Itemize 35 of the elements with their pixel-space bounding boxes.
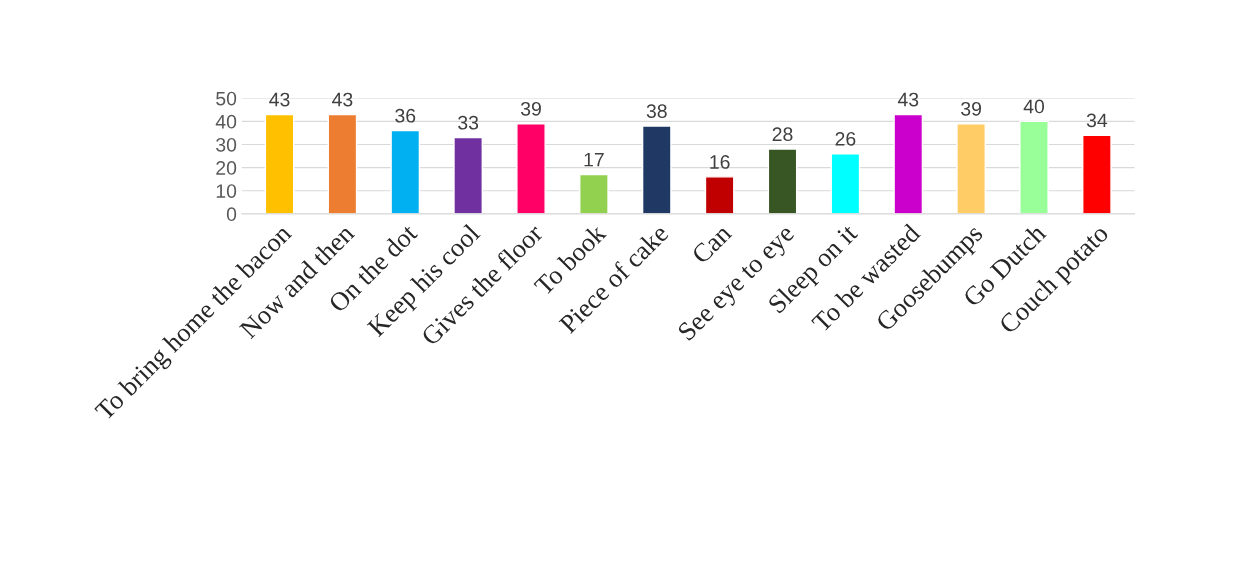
bar (704, 176, 735, 214)
bar (830, 153, 861, 214)
bar (264, 113, 295, 214)
y-tick-label: 50 (216, 91, 237, 106)
bar (956, 122, 986, 214)
data-label: 26 (835, 131, 856, 146)
bar (1082, 134, 1112, 214)
y-tick-label: 30 (216, 137, 237, 152)
x-tick-label: Can (690, 223, 733, 265)
data-label: 40 (1023, 99, 1045, 114)
bar (579, 173, 609, 214)
data-label: 39 (961, 101, 982, 116)
bar (641, 125, 672, 214)
data-label: 17 (584, 152, 604, 167)
bar (516, 122, 546, 214)
data-label: 38 (646, 104, 667, 118)
data-label: 16 (710, 155, 730, 169)
data-label: 28 (772, 127, 793, 142)
bar (327, 113, 358, 214)
bar (767, 148, 798, 214)
data-label: 36 (395, 108, 416, 123)
y-tick-label: 0 (226, 207, 237, 222)
data-label: 43 (897, 92, 919, 107)
data-label: 39 (520, 101, 541, 116)
y-tick-label: 20 (216, 161, 237, 175)
y-tick-label: 40 (215, 114, 237, 129)
bar (390, 129, 421, 214)
data-label: 43 (269, 92, 290, 107)
bar (453, 136, 483, 214)
bar (1019, 120, 1049, 214)
y-tick-label: 10 (216, 184, 237, 198)
data-label: 43 (332, 92, 353, 107)
bar (893, 113, 924, 214)
data-label: 34 (1086, 113, 1108, 128)
data-label: 33 (458, 115, 479, 130)
